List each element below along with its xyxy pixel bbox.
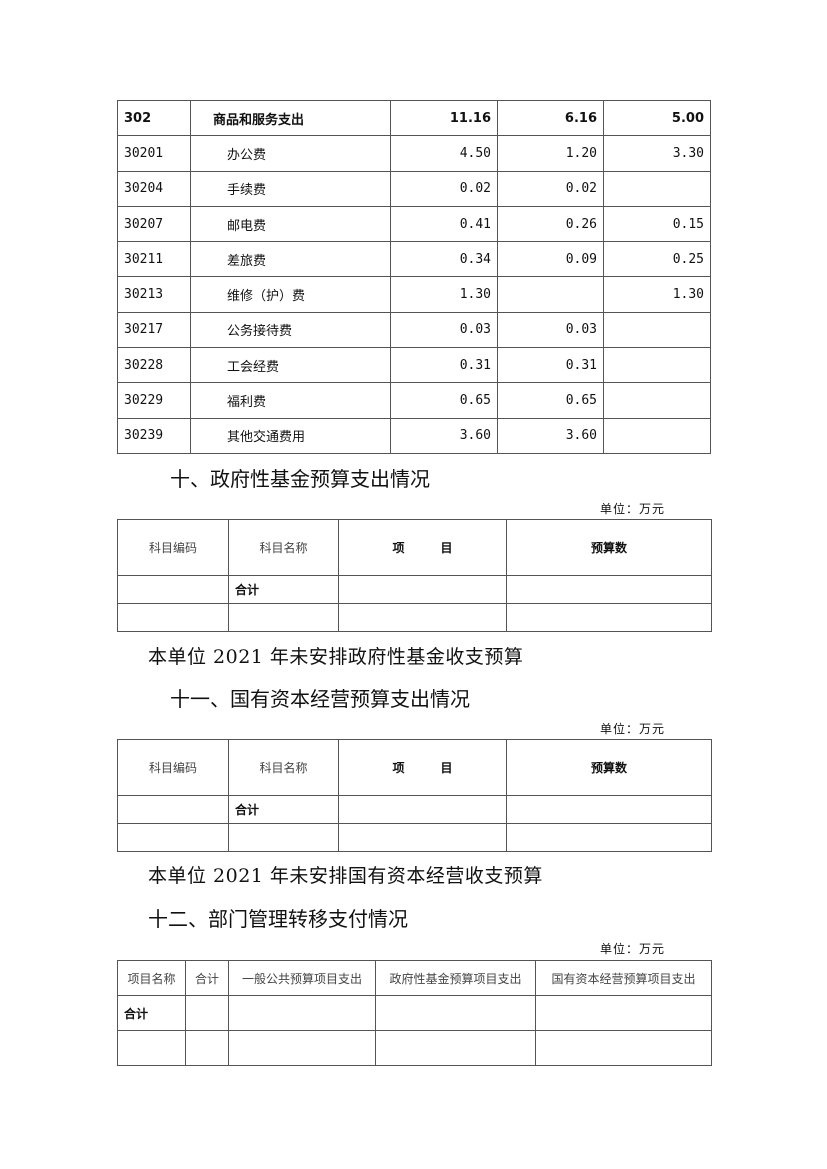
cell-project: 1.30 [603, 276, 711, 313]
header-name: 科目名称 [228, 739, 339, 796]
transfer-payment-table: 项目名称 合计 一般公共预算项目支出 政府性基金预算项目支出 国有资本经营预算项… [117, 960, 712, 1066]
cell-basic: 0.65 [497, 382, 604, 419]
cell-name: 工会经费 [190, 347, 391, 384]
cell-name: 差旅费 [190, 241, 391, 278]
cell-basic: 1.20 [497, 135, 604, 172]
cell-name: 办公费 [190, 135, 391, 172]
cell-project: 5.00 [603, 99, 711, 137]
cell-basic: 0.03 [497, 311, 604, 349]
header-budget: 预算数 [506, 519, 712, 576]
header-code: 科目编码 [117, 739, 229, 796]
cell-code: 30239 [117, 417, 191, 454]
section-10-note: 本单位 2021 年未安排政府性基金收支预算 [148, 646, 524, 668]
cell-project [603, 347, 711, 384]
cell-code: 30201 [117, 135, 191, 172]
cell-project: 0.15 [603, 205, 711, 243]
cell-project [603, 311, 711, 349]
section-10-unit: 单位：万元 [600, 502, 666, 516]
cell-total: 0.31 [390, 347, 498, 384]
table-row: 30204 手续费 0.02 0.02 [117, 170, 711, 207]
gov-fund-table: 科目编码 科目名称 项 目 预算数 合计 [117, 519, 712, 632]
cell-code: 30213 [117, 276, 191, 313]
section-11-unit: 单位：万元 [600, 722, 666, 736]
cell-total: 1.30 [390, 276, 498, 313]
cell-name: 商品和服务支出 [190, 99, 391, 137]
cell-code: 30217 [117, 311, 191, 349]
header-state-capital: 国有资本经营预算项目支出 [535, 960, 712, 996]
table-row: 30229 福利费 0.65 0.65 [117, 382, 711, 419]
header-general-budget: 一般公共预算项目支出 [228, 960, 376, 996]
cell-name: 维修（护）费 [190, 276, 391, 313]
total-label: 合计 [228, 795, 339, 824]
section-12-unit: 单位：万元 [600, 942, 666, 956]
cell-basic: 6.16 [497, 99, 604, 137]
cell-code: 30228 [117, 347, 191, 384]
section-10-heading: 十、政府性基金预算支出情况 [170, 467, 430, 491]
cell-name: 其他交通费用 [190, 417, 391, 454]
cell-basic [497, 276, 604, 313]
cell-total: 0.65 [390, 382, 498, 419]
header-project-name: 项目名称 [117, 960, 186, 996]
table-row: 30217 公务接待费 0.03 0.03 [117, 311, 711, 349]
cell-project [603, 417, 711, 454]
cell-total: 0.41 [390, 205, 498, 243]
expense-table-302: 302 商品和服务支出 11.16 6.16 5.00 30201 办公费 4.50 1.20 3… [117, 99, 711, 454]
header-gov-fund: 政府性基金预算项目支出 [375, 960, 536, 996]
cell-name: 公务接待费 [190, 311, 391, 349]
cell-total: 0.34 [390, 241, 498, 278]
cell-basic: 0.09 [497, 241, 604, 278]
cell-total: 3.60 [390, 417, 498, 454]
header-name: 科目名称 [228, 519, 339, 576]
cell-name: 手续费 [190, 170, 391, 207]
header-item: 项 目 [338, 519, 507, 576]
header-budget: 预算数 [506, 739, 712, 796]
cell-name: 邮电费 [190, 205, 391, 243]
total-label: 合计 [228, 575, 339, 604]
cell-project [603, 382, 711, 419]
section-12-heading: 十二、部门管理转移支付情况 [148, 907, 408, 931]
cell-total: 0.03 [390, 311, 498, 349]
total-label: 合计 [117, 995, 186, 1031]
cell-basic: 0.26 [497, 205, 604, 243]
cell-code: 302 [117, 99, 191, 137]
cell-project [603, 170, 711, 207]
table-row: 30239 其他交通费用 3.60 3.60 [117, 417, 711, 454]
table-row: 30201 办公费 4.50 1.20 3.30 [117, 135, 711, 172]
section-11-note: 本单位 2021 年未安排国有资本经营收支预算 [148, 865, 543, 887]
cell-basic: 0.02 [497, 170, 604, 207]
table-row: 302 商品和服务支出 11.16 6.16 5.00 [117, 99, 711, 137]
table-row: 30207 邮电费 0.41 0.26 0.15 [117, 205, 711, 243]
cell-name: 福利费 [190, 382, 391, 419]
cell-code: 30229 [117, 382, 191, 419]
table-row: 30213 维修（护）费 1.30 1.30 [117, 276, 711, 313]
header-total: 合计 [185, 960, 229, 996]
cell-total: 0.02 [390, 170, 498, 207]
cell-code: 30211 [117, 241, 191, 278]
state-capital-table: 科目编码 科目名称 项 目 预算数 合计 [117, 739, 712, 852]
cell-code: 30207 [117, 205, 191, 243]
cell-project: 0.25 [603, 241, 711, 278]
header-code: 科目编码 [117, 519, 229, 576]
cell-basic: 3.60 [497, 417, 604, 454]
cell-total: 4.50 [390, 135, 498, 172]
cell-basic: 0.31 [497, 347, 604, 384]
header-item: 项 目 [338, 739, 507, 796]
cell-code: 30204 [117, 170, 191, 207]
table-row: 30211 差旅费 0.34 0.09 0.25 [117, 241, 711, 278]
section-11-heading: 十一、国有资本经营预算支出情况 [170, 687, 470, 711]
cell-project: 3.30 [603, 135, 711, 172]
cell-total: 11.16 [390, 99, 498, 137]
table-row: 30228 工会经费 0.31 0.31 [117, 347, 711, 384]
